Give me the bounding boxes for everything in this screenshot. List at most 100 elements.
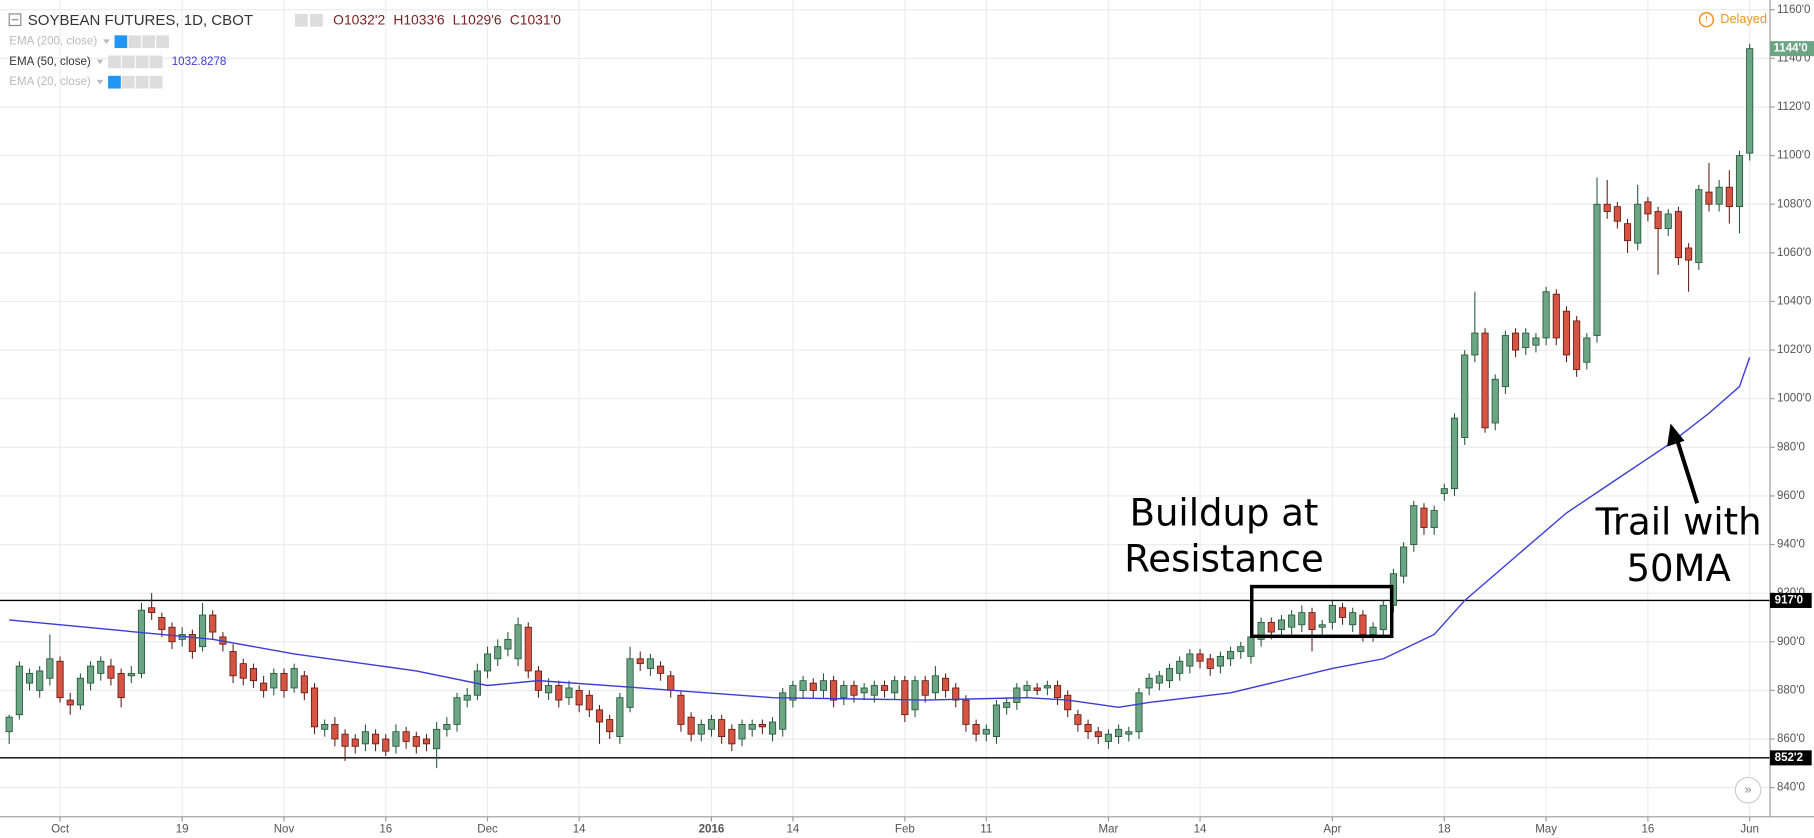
indicator-button[interactable]: [108, 75, 121, 89]
y-tick-label: 1040'0: [1777, 296, 1811, 308]
candle-body: [1634, 203, 1642, 244]
scroll-button[interactable]: [1734, 776, 1762, 804]
candle-body: [809, 682, 817, 691]
candle-body: [870, 685, 878, 696]
scroll-button-icon: »: [1745, 782, 1752, 797]
indicator-button[interactable]: [135, 55, 149, 69]
candle-body: [1288, 614, 1296, 628]
candle-body: [188, 634, 196, 652]
candle-body: [1461, 354, 1469, 438]
candle-body: [1735, 155, 1744, 208]
candle-body: [158, 617, 166, 631]
candle-body: [768, 721, 777, 735]
candle-body: [15, 665, 23, 716]
status: Delayed: [1720, 11, 1767, 26]
x-tick-label: Nov: [274, 824, 295, 836]
candle-body: [982, 728, 990, 735]
candle-body: [117, 672, 125, 699]
candle-body: [911, 680, 919, 711]
y-tick-label: 940'0: [1777, 539, 1805, 551]
candle-body: [341, 733, 349, 747]
candle-body: [1400, 546, 1408, 577]
candle-body: [483, 653, 492, 672]
y-tick-label: 1000'0: [1777, 393, 1811, 405]
quote-value: O1032'2: [333, 12, 385, 28]
indicator-button[interactable]: [142, 35, 156, 49]
indicator-button[interactable]: [135, 75, 149, 89]
price-label-bg: [1770, 592, 1812, 608]
indicator-button[interactable]: [114, 35, 128, 49]
indicator-button[interactable]: [108, 55, 121, 69]
candle-body: [1644, 201, 1652, 215]
candle-body: [239, 663, 247, 679]
quote-value: C1031'0: [510, 12, 562, 28]
symbol-title: SOYBEAN FUTURES, 1D, CBOT: [28, 12, 253, 29]
price-label: 852'2: [1775, 752, 1803, 764]
candle-body: [1155, 675, 1163, 684]
delayed-icon-mark: !: [1705, 15, 1708, 25]
x-tick-label: Dec: [477, 824, 498, 836]
candle-body: [942, 677, 950, 691]
indicator-name: EMA (50, close): [9, 56, 91, 68]
candle-body: [616, 697, 624, 737]
candle-body: [56, 660, 64, 699]
candle-body: [1522, 332, 1530, 349]
candle-body: [545, 685, 553, 694]
candle-body: [972, 724, 980, 735]
candle-body: [860, 687, 868, 694]
candle-body: [1440, 488, 1448, 494]
last-price-bg: [1770, 41, 1814, 57]
indicator-button[interactable]: [149, 55, 163, 69]
candle-body: [310, 687, 319, 728]
candle-body: [494, 646, 502, 660]
legend-icon[interactable]: [295, 13, 308, 27]
indicator-button[interactable]: [156, 35, 169, 49]
collapse-icon[interactable]: [8, 13, 22, 27]
candle-body: [636, 658, 644, 665]
candle-body: [758, 724, 766, 728]
y-tick-label: 880'0: [1777, 684, 1805, 696]
candle-body: [1542, 291, 1550, 339]
candle-body: [748, 724, 756, 730]
indicator-value: 1032.8278: [172, 56, 227, 68]
candle-body: [677, 694, 685, 725]
candle-body: [575, 689, 583, 706]
candle-body: [707, 719, 716, 730]
legend-icon[interactable]: [310, 13, 323, 27]
y-tick-label: 960'0: [1777, 490, 1805, 502]
y-tick-label: 1160'0: [1777, 4, 1810, 16]
candle-body: [1685, 247, 1693, 261]
candle-body: [1033, 687, 1041, 691]
candle-body: [148, 607, 156, 614]
indicator-button[interactable]: [121, 55, 135, 69]
indicator-button[interactable]: [121, 75, 135, 89]
x-tick-label: 16: [379, 824, 392, 836]
candle-body: [1227, 651, 1235, 660]
candle-body: [1450, 417, 1459, 490]
quote-value: L1029'6: [453, 12, 502, 28]
candle-body: [351, 738, 359, 747]
x-tick-label: Apr: [1323, 824, 1341, 836]
candle-body: [514, 624, 522, 660]
candle-body: [524, 626, 532, 672]
candle-body: [46, 658, 54, 679]
candle-body: [728, 728, 736, 745]
candle-body: [555, 685, 563, 701]
candle-body: [1053, 685, 1062, 699]
candle-body: [300, 675, 308, 694]
candle-body: [697, 724, 705, 735]
candle-body: [504, 638, 512, 650]
candle-body: [372, 733, 380, 745]
candle-body: [687, 716, 695, 735]
candle-body: [1573, 320, 1581, 370]
candle-body: [168, 626, 176, 643]
candle-body: [1583, 337, 1591, 363]
indicator-button[interactable]: [128, 35, 142, 49]
candle-body: [830, 680, 838, 701]
candle-body: [5, 716, 13, 733]
candle-body: [626, 658, 634, 708]
candle-body: [1562, 310, 1571, 356]
indicator-button[interactable]: [149, 75, 163, 89]
candle-body: [1746, 48, 1754, 154]
candle-body: [107, 665, 115, 679]
